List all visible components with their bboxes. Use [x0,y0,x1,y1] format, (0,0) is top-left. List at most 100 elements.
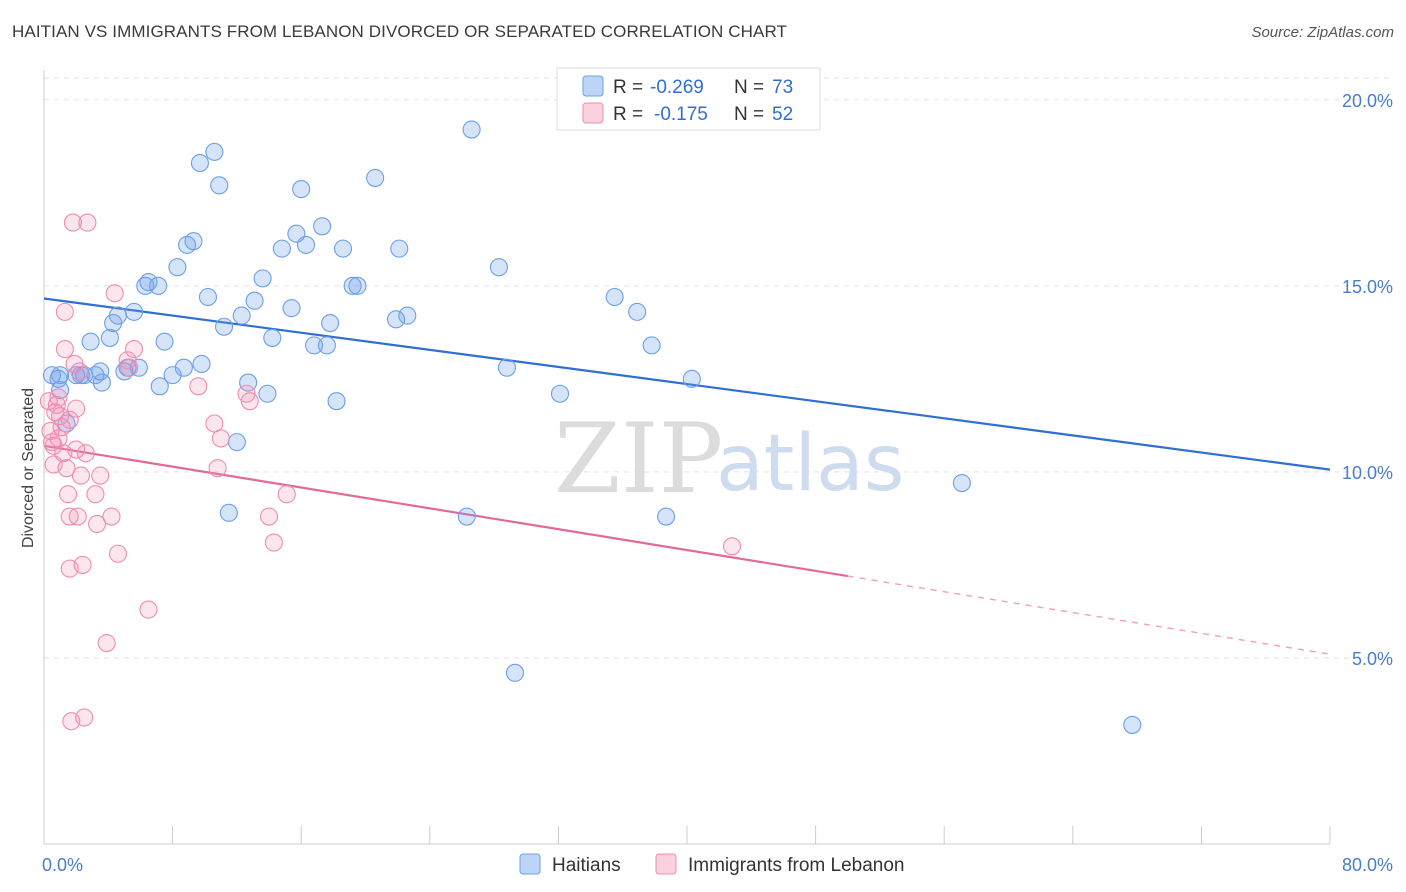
legend-lebanon-swatch [655,853,677,875]
watermark: ZIP atlas [554,403,905,515]
haitians-point [214,317,234,336]
lebanon-point [49,388,68,407]
haitians-point [282,299,301,318]
trend-line-0 [43,297,1331,471]
haitians-point [190,153,209,173]
r-value: -0.175 [654,104,708,125]
watermark-atlas: atlas [716,419,905,509]
y-tick-labels: 5.0% 10.0% 15.0% 20.0% [1342,91,1393,669]
lebanon-point [59,485,78,504]
lebanon-point [139,600,158,619]
lebanon-point [105,284,124,303]
lebanon-point [124,340,144,359]
data-points [39,120,1142,734]
haitians-point [327,392,346,411]
lebanon-point [91,466,110,485]
series-legend: Haitians Immigrants from Lebanon [519,853,905,876]
haitians-point [227,433,246,452]
lebanon-point [189,377,208,396]
haitians-point [333,239,353,258]
n-label: N = [734,104,764,125]
lebanon-point [76,444,95,463]
haitians-point [174,358,193,377]
trend-line-1 [43,444,848,578]
haitians-point [100,328,119,347]
haitians-point [51,380,70,400]
lebanon-point [75,708,94,727]
haitians-point [348,276,367,295]
trend-lines [43,297,1331,655]
haitians-point [343,276,362,295]
stats-legend-row-lebanon: R = -0.175 N = 52 [582,102,793,125]
trend-line-extension-1 [847,575,1331,655]
n-value: 52 [772,104,793,125]
chart-title: HAITIAN VS IMMIGRANTS FROM LEBANON DIVOR… [12,22,788,41]
lebanon-point [108,544,127,563]
haitians-point [210,176,229,195]
haitians-point [253,269,272,288]
haitians-swatch [582,75,604,97]
lebanon-point [55,302,74,321]
haitians-point [628,302,647,321]
lebanon-point [86,485,105,504]
lebanon-point [277,485,296,504]
haitians-point [497,358,517,377]
y-tick-label: 10.0% [1342,463,1393,483]
lebanon-point [47,395,66,414]
haitians-point [155,332,174,351]
lebanon-point [211,429,230,448]
haitians-point [317,336,336,355]
haitians-point [124,302,144,321]
haitians-point [292,180,311,199]
lebanon-point [264,533,283,552]
haitians-point [263,328,282,347]
haitians-point [682,369,701,388]
legend-lebanon-label: Immigrants from Lebanon [688,855,905,876]
grid-lines [44,77,1392,659]
haitians-point [366,168,385,187]
legend-haitians-swatch [519,853,541,875]
haitians-point [505,663,525,682]
haitians-point [296,235,316,254]
legend-haitians-label: Haitians [552,855,621,876]
haitians-point [272,239,291,258]
haitians-point [386,310,406,329]
haitians-point [81,332,100,351]
stats-legend: R = -0.269 N = 73 R = -0.175 N = 52 [556,67,821,131]
haitians-point [51,366,70,385]
x-tick-labels: 0.0% 80.0% [42,855,1393,875]
haitians-point [657,507,676,526]
stats-legend-row-haitians: R = -0.269 N = 73 [582,75,793,98]
lebanon-point [67,440,86,459]
lebanon-point [57,459,76,478]
lebanon-point [67,399,86,418]
lebanon-point [87,514,107,534]
lebanon-point [205,414,224,433]
x-tick-label-min: 0.0% [42,855,83,875]
lebanon-point [118,351,137,370]
haitians-point [605,287,624,307]
lebanon-point [51,407,70,426]
source-label: Source: ZipAtlas.com [1251,24,1394,41]
haitians-point [952,473,971,493]
lebanon-point [78,213,97,232]
haitians-point [489,258,508,277]
lebanon-point [208,459,227,478]
lebanon-point [722,537,742,556]
haitians-point [245,291,264,310]
haitians-point [1123,715,1142,734]
haitians-point [149,276,168,295]
lebanon-point [97,634,116,653]
lebanon-point [55,340,74,359]
haitians-point [92,373,111,392]
haitians-point [198,287,218,307]
n-value: 73 [772,77,793,98]
watermark-zip: ZIP [554,403,723,515]
haitians-point [168,258,187,277]
lebanon-swatch [582,102,604,124]
y-axis-label: Divorced or Separated [20,388,37,548]
y-tick-label: 15.0% [1342,277,1393,297]
haitians-point [232,306,251,325]
haitians-point [129,358,148,377]
